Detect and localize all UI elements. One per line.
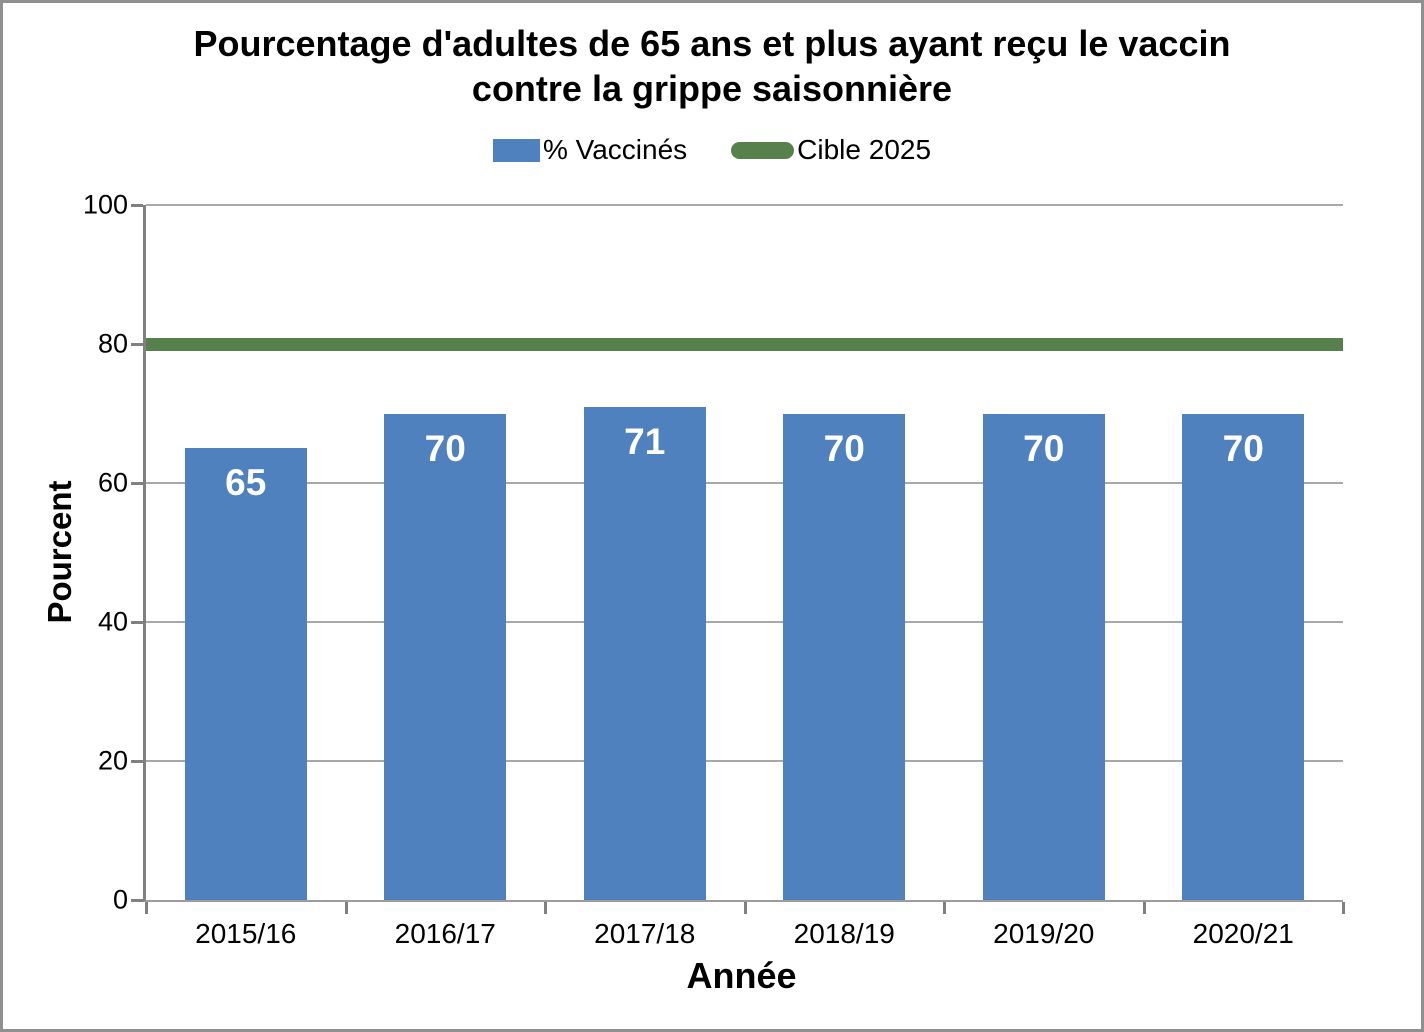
- x-axis-tick: [145, 902, 148, 914]
- y-axis-title: Pourcent: [41, 480, 78, 624]
- legend-item-vaccinated: % Vaccinés: [492, 134, 688, 166]
- y-axis-tick: [131, 899, 143, 902]
- bar-value-label: 70: [823, 427, 865, 469]
- legend: % Vaccinés Cible 2025: [3, 134, 1421, 166]
- y-tick-label: 80: [97, 328, 128, 359]
- bar-value-label: 70: [1023, 427, 1065, 469]
- x-axis-tick: [344, 902, 348, 914]
- bar-value-label: 70: [1222, 427, 1264, 469]
- y-tick-label: 60: [97, 467, 128, 498]
- bar: 71: [583, 406, 706, 900]
- gridline: [146, 204, 1343, 206]
- x-axis-title: Année: [686, 955, 797, 996]
- gridline: [146, 482, 1343, 484]
- x-category-label: 2016/17: [394, 918, 496, 949]
- y-axis-tick: [131, 343, 143, 346]
- y-axis-tick: [131, 621, 143, 624]
- legend-item-target: Cible 2025: [731, 134, 931, 166]
- legend-line-swatch-icon: [731, 141, 795, 159]
- y-tick-label: 100: [82, 189, 128, 220]
- gridline: [146, 621, 1343, 623]
- x-category-label: 2019/20: [993, 918, 1095, 949]
- y-tick-label: 20: [97, 745, 128, 776]
- x-axis-tick: [1342, 902, 1345, 914]
- x-category-label: 2020/21: [1192, 918, 1294, 949]
- bar-value-label: 65: [225, 462, 267, 504]
- x-category-label: 2017/18: [594, 918, 696, 949]
- y-tick-label: 0: [112, 884, 128, 915]
- bar-value-label: 71: [624, 420, 666, 462]
- y-axis-tick: [131, 482, 143, 485]
- legend-label-target: Cible 2025: [797, 134, 932, 165]
- bar: 70: [982, 413, 1105, 900]
- x-category-label: 2018/19: [793, 918, 895, 949]
- bar: 70: [1182, 413, 1305, 900]
- plot-area: 0 20 40 60 80 100 65 2015/16 70 2016/17 71 2017/18 7…: [83, 190, 1345, 949]
- x-axis-tick: [544, 902, 547, 914]
- gridline: [146, 760, 1343, 762]
- x-axis-tick: [1142, 902, 1146, 914]
- y-tick-label: 40: [97, 606, 128, 637]
- legend-label-vaccinated: % Vaccinés: [542, 134, 688, 165]
- legend-bar-swatch-icon: [492, 138, 540, 162]
- y-axis-tick: [131, 204, 143, 207]
- target-line: [146, 337, 1343, 351]
- bar: 70: [384, 413, 507, 900]
- x-axis-tick: [743, 902, 747, 914]
- chart-title: Pourcentage d'adultes de 65 ans et plus …: [193, 23, 1231, 109]
- y-axis-tick: [131, 760, 143, 763]
- bar: 70: [783, 413, 906, 900]
- x-axis-tick: [943, 902, 946, 914]
- bar-value-label: 70: [424, 427, 466, 469]
- x-category-label: 2015/16: [195, 918, 297, 949]
- bar: 65: [184, 448, 307, 900]
